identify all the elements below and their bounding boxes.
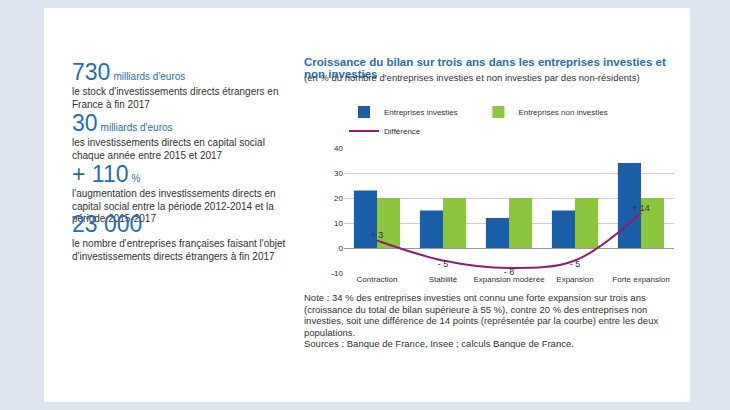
svg-text:20: 20 [334,194,343,203]
html-text:Croissance du bilan sur trois: Croissance du bilan sur trois ans dans l… [304,56,666,80]
html-text:les investissements directs en: les investissements directs en capital s… [72,137,265,161]
html-text:le nombre d'entreprises frança: le nombre d'entreprises françaises faisa… [72,238,286,262]
svg-text:Contraction: Contraction [357,275,398,284]
svg-text:Forte expansion: Forte expansion [612,275,669,284]
html-text:730: 730 [72,59,111,85]
svg-text:Entreprises investies: Entreprises investies [384,108,458,117]
html-text:23 000: 23 000 [72,211,143,237]
svg-text:Expansion modérée: Expansion modérée [473,275,545,284]
html-text:30: 30 [72,110,98,136]
svg-text:Entreprises non investies: Entreprises non investies [518,108,607,117]
html-text:le stock d'investissements dir: le stock d'investissements directs étran… [72,86,279,110]
svg-text:- 5: - 5 [570,259,581,269]
svg-text:Stabilité: Stabilité [429,275,458,284]
html-text:l'augmentation des investissem: l'augmentation des investissements direc… [72,188,276,224]
svg-text:+ 14: + 14 [632,203,650,213]
html-text:milliards d'euros: milliards d'euros [100,122,173,133]
svg-text:-10: -10 [331,269,343,278]
html-text:+ 110: + 110 [72,161,129,187]
svg-text:30: 30 [334,169,343,178]
svg-text:- 5: - 5 [438,259,449,269]
html-text:milliards d'euros: milliards d'euros [113,71,186,82]
svg-text:0: 0 [339,244,344,253]
html-text:(en % du nombre d'entreprises: (en % du nombre d'entreprises investies … [304,72,640,83]
svg-text:Différence: Différence [384,127,421,136]
svg-text:- 8: - 8 [504,267,515,277]
svg-text:40: 40 [334,144,343,153]
html-text:Sources : Banque de France, In: Sources : Banque de France, Insee ; calc… [304,338,574,349]
html-text:Note : 34 % des entreprises in: Note : 34 % des entreprises investies on… [304,292,659,338]
svg-text:Expansion: Expansion [556,275,593,284]
svg-text:+ 3: + 3 [371,230,384,240]
svg-text:10: 10 [334,219,343,228]
